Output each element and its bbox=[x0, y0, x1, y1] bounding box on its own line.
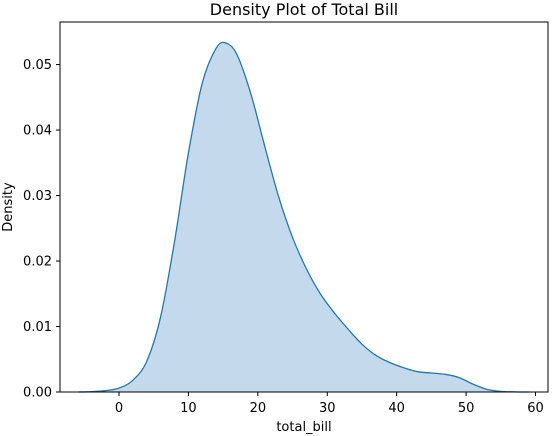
x-tick-label: 50 bbox=[458, 401, 475, 416]
chart-title: Density Plot of Total Bill bbox=[210, 0, 398, 19]
density-curve-line bbox=[78, 41, 529, 393]
y-tick-label: 0.05 bbox=[23, 58, 52, 73]
x-tick-label: 20 bbox=[250, 401, 267, 416]
plot-area bbox=[78, 41, 529, 393]
x-tick-label: 10 bbox=[180, 401, 197, 416]
x-axis-ticks: 0 10 20 30 40 50 60 bbox=[115, 392, 544, 416]
y-tick-label: 0.02 bbox=[23, 255, 52, 270]
x-tick-label: 60 bbox=[527, 401, 544, 416]
y-tick-label: 0.01 bbox=[23, 320, 52, 335]
y-tick-label: 0.03 bbox=[23, 189, 52, 204]
y-tick-label: 0.04 bbox=[23, 124, 52, 139]
y-tick-label: 0.00 bbox=[23, 386, 52, 401]
y-axis-ticks: 0.00 0.01 0.02 0.03 0.04 0.05 bbox=[23, 58, 60, 401]
x-axis-label: total_bill bbox=[276, 420, 331, 435]
density-area-fill bbox=[78, 42, 529, 392]
y-axis-label: Density bbox=[1, 182, 16, 232]
x-tick-label: 0 bbox=[115, 401, 123, 416]
x-tick-label: 40 bbox=[388, 401, 405, 416]
x-tick-label: 30 bbox=[319, 401, 336, 416]
axes-frame bbox=[59, 21, 549, 393]
